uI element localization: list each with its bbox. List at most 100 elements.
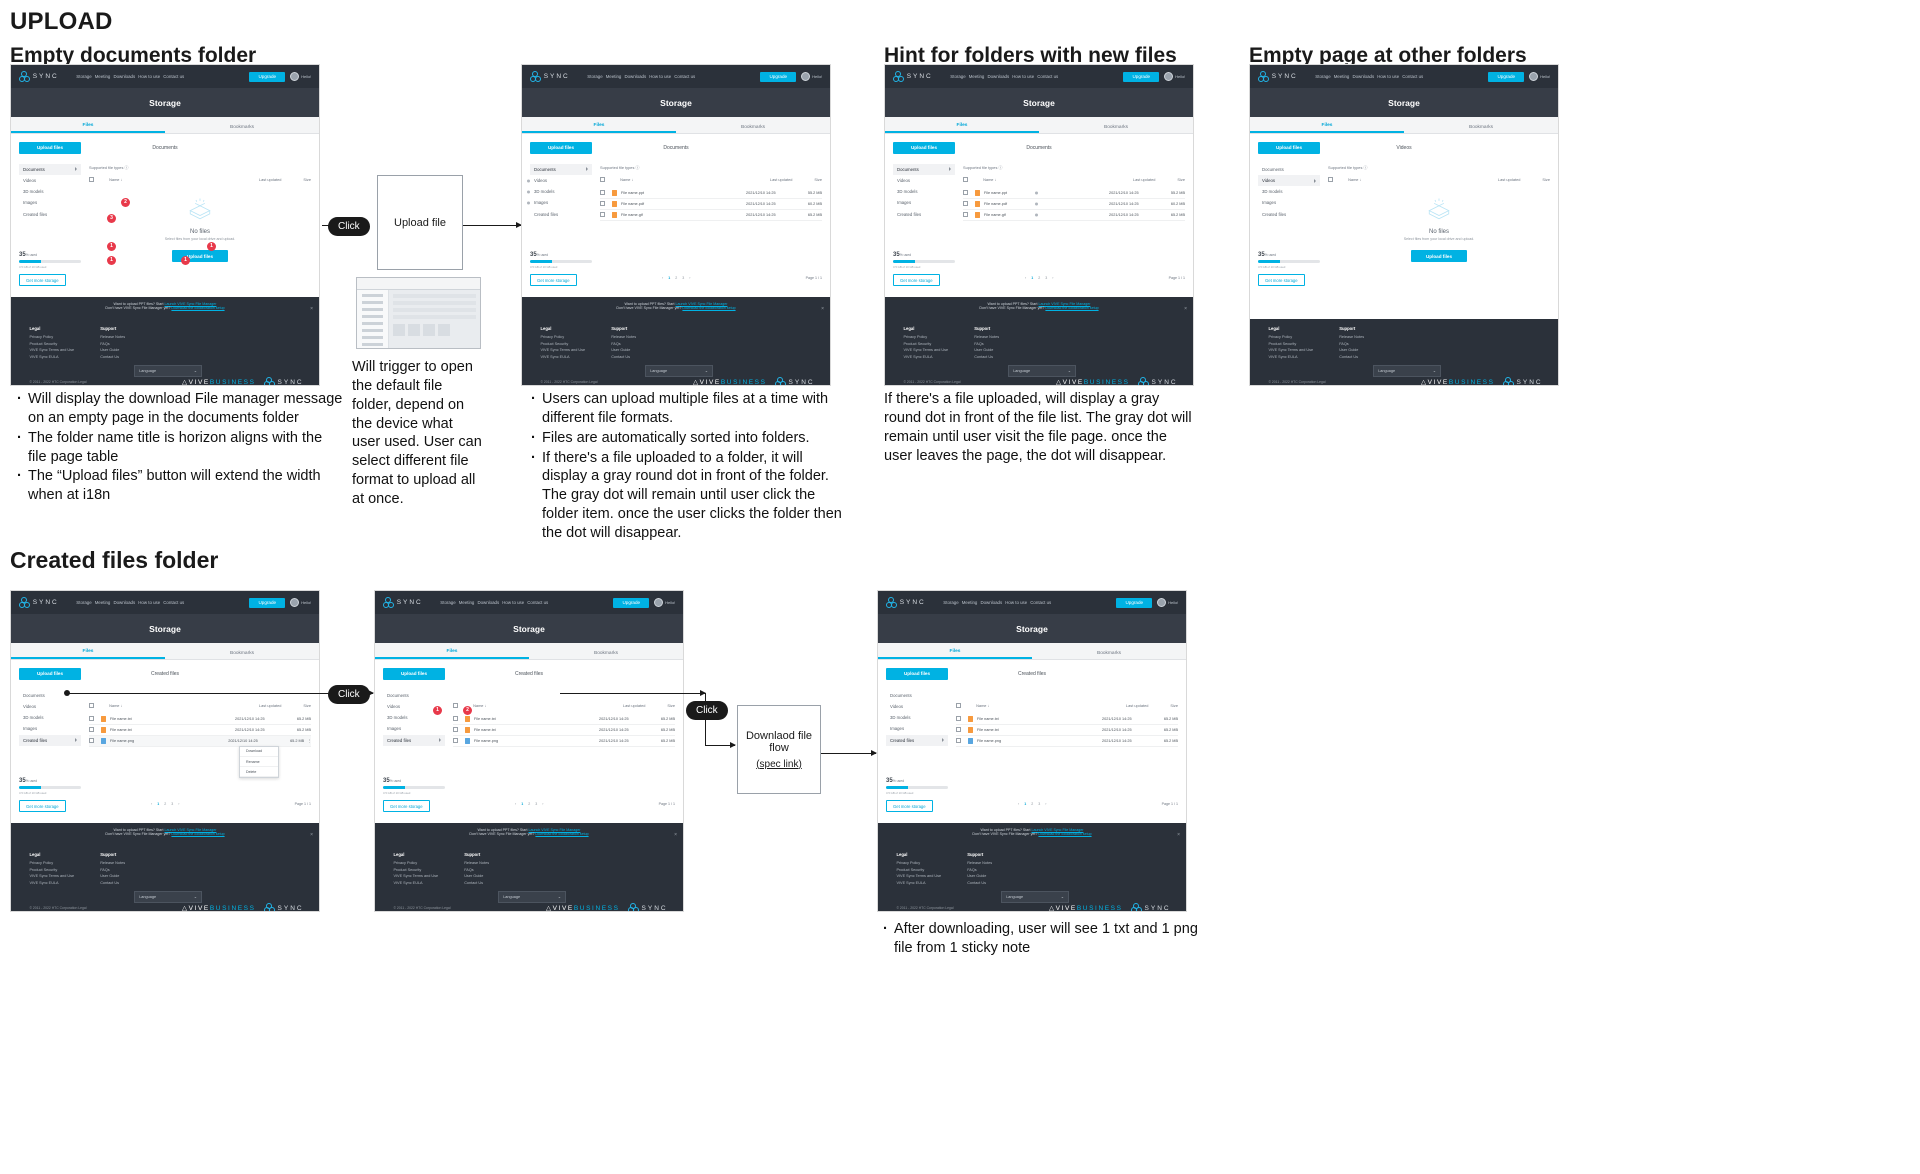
footer-link-faqs[interactable]: FAQs — [611, 341, 621, 346]
sidebar-item-documents[interactable]: Documents — [530, 163, 592, 175]
table-row[interactable]: File name.ppt 2021/12/10 14:25 55.2 MB — [600, 188, 822, 199]
footer-link-privacy[interactable]: Privacy Policy — [1268, 335, 1293, 339]
footer-link-faqs[interactable]: FAQs — [464, 867, 474, 872]
col-size[interactable]: Size — [303, 176, 311, 182]
table-row[interactable]: File name.png 2021/12/10 14:25 65.2 MB — [453, 736, 675, 747]
tab-bookmarks[interactable]: Bookmarks — [230, 124, 254, 130]
col-last-updated[interactable]: Last updated — [1132, 176, 1156, 182]
page-2[interactable]: 2 — [1038, 275, 1041, 280]
row-checkbox[interactable] — [956, 716, 961, 722]
sidebar-item-videos[interactable]: Videos — [23, 704, 37, 710]
nav-link-contact[interactable]: Contact us — [1030, 600, 1052, 606]
page-2[interactable]: 2 — [1031, 801, 1034, 806]
footer-link-privacy[interactable]: Privacy Policy — [903, 335, 928, 339]
row-checkbox[interactable] — [89, 716, 94, 722]
tab-files[interactable]: Files — [522, 123, 676, 133]
footer-link-user-guide[interactable]: User Guide — [967, 874, 987, 879]
page-1[interactable]: 1 — [521, 801, 524, 806]
col-last-updated[interactable]: Last updated — [1497, 176, 1521, 182]
context-menu-delete[interactable]: Delete — [240, 767, 278, 778]
col-last-updated[interactable]: Last updated — [769, 176, 793, 182]
page-prev-icon[interactable]: ‹ — [1018, 801, 1020, 806]
sidebar-item-3dmodels[interactable]: 3D models — [1262, 189, 1283, 195]
close-icon[interactable]: × — [821, 306, 824, 312]
nav-link-howtouse[interactable]: How to use — [1012, 74, 1035, 80]
footer-link-terms[interactable]: VIVE Sync Terms and Use — [393, 874, 439, 879]
page-next-icon[interactable]: › — [1052, 275, 1054, 280]
tab-files[interactable]: Files — [11, 649, 165, 659]
table-row[interactable]: File name.png 2021/12/10 14:25 65.2 MB ⋮ — [89, 735, 311, 747]
sidebar-item-documents[interactable]: Documents — [893, 163, 955, 175]
sidebar-item-created-files[interactable]: Created files — [534, 211, 559, 217]
sidebar-item-videos[interactable]: Videos — [23, 178, 37, 184]
nav-link-howtouse[interactable]: How to use — [138, 74, 161, 80]
sidebar-item-images[interactable]: Images — [23, 200, 38, 206]
upgrade-button[interactable]: Upgrade — [1123, 71, 1160, 82]
nav-link-storage[interactable]: Storage — [587, 74, 603, 80]
tab-bookmarks[interactable]: Bookmarks — [1104, 124, 1128, 130]
footer-link-release-notes[interactable]: Release Notes — [974, 335, 1000, 339]
upload-files-button[interactable]: Upload files — [19, 141, 81, 154]
sidebar-item-videos[interactable]: Videos — [527, 175, 592, 186]
table-row[interactable]: File name.gif 2021/12/10 14:25 65.2 MB — [600, 210, 822, 221]
footer-link-eula[interactable]: VIVE Sync EULA — [393, 880, 423, 885]
footer-link-eula[interactable]: VIVE Sync EULA — [896, 880, 926, 885]
col-name[interactable]: Name — [109, 702, 120, 708]
supported-file-types-link[interactable]: Supported file types ⓘ — [1328, 164, 1368, 170]
page-2[interactable]: 2 — [675, 275, 678, 280]
user-menu[interactable]: Hello! — [290, 72, 311, 82]
table-row[interactable]: File name.pdf 2021/12/10 14:25 60.2 MB — [963, 199, 1185, 210]
footer-link-terms[interactable]: VIVE Sync Terms and Use — [540, 348, 586, 353]
empty-upload-files-button[interactable]: Upload files — [1411, 250, 1467, 263]
pagination[interactable]: ‹ 1 2 3 › — [1018, 802, 1046, 806]
nav-link-downloads[interactable]: Downloads — [113, 600, 136, 606]
supported-file-types-link[interactable]: Supported file types ⓘ — [600, 164, 640, 170]
pagination[interactable]: ‹ 1 2 3 › — [515, 802, 543, 806]
col-size[interactable]: Size — [1177, 176, 1185, 182]
tab-files[interactable]: Files — [11, 123, 165, 133]
footer-link-security[interactable]: Product Security — [903, 341, 932, 346]
sidebar-item-images[interactable]: Images — [387, 726, 402, 732]
table-row[interactable]: File name.pdf 2021/12/10 14:25 60.2 MB — [600, 199, 822, 210]
sidebar-item-3dmodels[interactable]: 3D models — [890, 715, 911, 721]
footer-link-release-notes[interactable]: Release Notes — [611, 335, 637, 339]
close-icon[interactable]: × — [310, 306, 313, 312]
footer-link-contact-us[interactable]: Contact Us — [100, 354, 119, 359]
footer-link-terms[interactable]: VIVE Sync Terms and Use — [29, 874, 75, 879]
page-3[interactable]: 3 — [171, 801, 174, 806]
sidebar-item-videos[interactable]: Videos — [1258, 174, 1320, 187]
upgrade-button[interactable]: Upgrade — [613, 597, 650, 608]
footer-link-eula[interactable]: VIVE Sync EULA — [29, 880, 59, 885]
page-prev-icon[interactable]: ‹ — [662, 275, 664, 280]
user-menu[interactable]: Hello! — [1529, 72, 1550, 82]
footer-link-release-notes[interactable]: Release Notes — [464, 861, 490, 865]
table-row[interactable]: File name.txt 2021/12/10 14:25 65.2 MB — [453, 725, 675, 736]
nav-link-contact[interactable]: Contact us — [163, 600, 185, 606]
nav-link-howtouse[interactable]: How to use — [138, 600, 161, 606]
download-flow-link[interactable]: (spec link) — [756, 758, 802, 770]
language-select[interactable]: Language ⌄ — [134, 890, 202, 903]
nav-link-downloads[interactable]: Downloads — [1352, 74, 1375, 80]
row-checkbox[interactable] — [600, 212, 605, 218]
get-more-storage-button[interactable]: Get more storage — [19, 274, 66, 287]
nav-link-meeting[interactable]: Meeting — [961, 600, 978, 606]
footer-link-privacy[interactable]: Privacy Policy — [393, 861, 418, 865]
footer-link-user-guide[interactable]: User Guide — [611, 348, 631, 353]
context-menu-download[interactable]: Download — [240, 747, 278, 757]
user-menu[interactable]: Hello! — [1164, 72, 1185, 82]
nav-link-contact[interactable]: Contact us — [527, 600, 549, 606]
nav-link-downloads[interactable]: Downloads — [113, 74, 136, 80]
user-menu[interactable]: Hello! — [654, 598, 675, 608]
get-more-storage-button[interactable]: Get more storage — [1258, 274, 1305, 287]
footer-link-faqs[interactable]: FAQs — [100, 867, 110, 872]
page-next-icon[interactable]: › — [542, 801, 544, 806]
footer-link-terms[interactable]: VIVE Sync Terms and Use — [896, 874, 942, 879]
get-more-storage-button[interactable]: Get more storage — [19, 800, 66, 813]
footer-link-eula[interactable]: VIVE Sync EULA — [540, 354, 570, 359]
footer-link-privacy[interactable]: Privacy Policy — [896, 861, 921, 865]
footer-link-security[interactable]: Product Security — [1268, 341, 1297, 346]
upload-files-button[interactable]: Upload files — [383, 667, 445, 680]
footer-link-terms[interactable]: VIVE Sync Terms and Use — [903, 348, 949, 353]
nav-link-storage[interactable]: Storage — [440, 600, 456, 606]
col-last-updated[interactable]: Last updated — [258, 702, 282, 708]
